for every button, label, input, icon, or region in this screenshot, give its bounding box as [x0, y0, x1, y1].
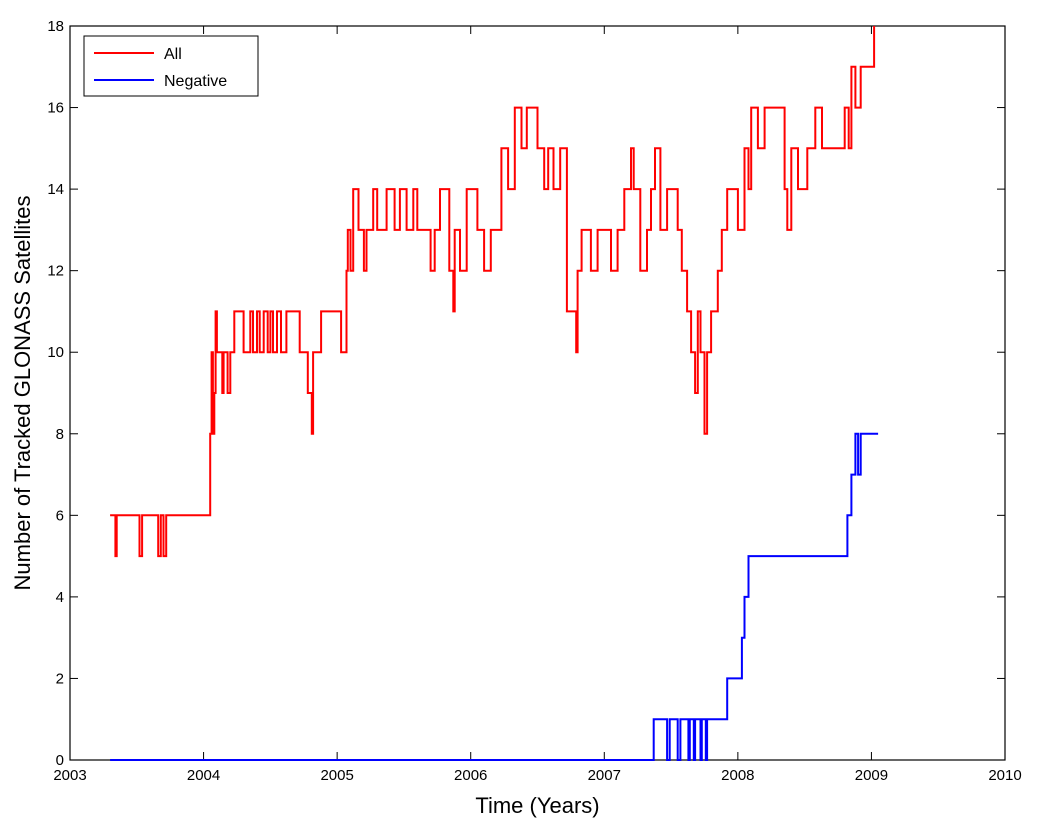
x-tick-label: 2007 [588, 767, 621, 784]
y-tick-label: 0 [56, 752, 64, 769]
x-axis-ticks: 2003 2004 2005 2006 2007 2008 2009 2010 [53, 26, 1022, 784]
x-tick-label: 2010 [988, 767, 1021, 784]
x-axis-label: Time (Years) [475, 793, 599, 818]
y-tick-label: 16 [47, 100, 64, 117]
x-tick-label: 2005 [320, 767, 353, 784]
x-tick-label: 2008 [721, 767, 754, 784]
x-tick-label: 2004 [187, 767, 220, 784]
y-axis-label: Number of Tracked GLONASS Satellites [10, 196, 35, 591]
legend-entry-all: All [164, 46, 182, 63]
y-tick-label: 2 [56, 670, 64, 687]
y-tick-label: 6 [56, 507, 64, 524]
series-line-negative [110, 432, 879, 761]
y-tick-label: 8 [56, 426, 64, 443]
y-axis-ticks: 0 2 4 6 8 10 12 14 16 18 [47, 18, 1005, 769]
series-line-all [110, 26, 876, 558]
y-tick-label: 10 [47, 344, 64, 361]
x-tick-label: 2003 [53, 767, 86, 784]
legend-box [83, 35, 259, 97]
legend-entry-negative: Negative [164, 73, 227, 90]
series-layer [110, 26, 879, 761]
legend: All Negative [83, 35, 259, 97]
x-tick-label: 2009 [855, 767, 888, 784]
y-tick-label: 18 [47, 18, 64, 35]
y-tick-label: 14 [47, 181, 64, 198]
y-tick-label: 4 [56, 589, 64, 606]
y-tick-label: 12 [47, 263, 64, 280]
x-tick-label: 2006 [454, 767, 487, 784]
